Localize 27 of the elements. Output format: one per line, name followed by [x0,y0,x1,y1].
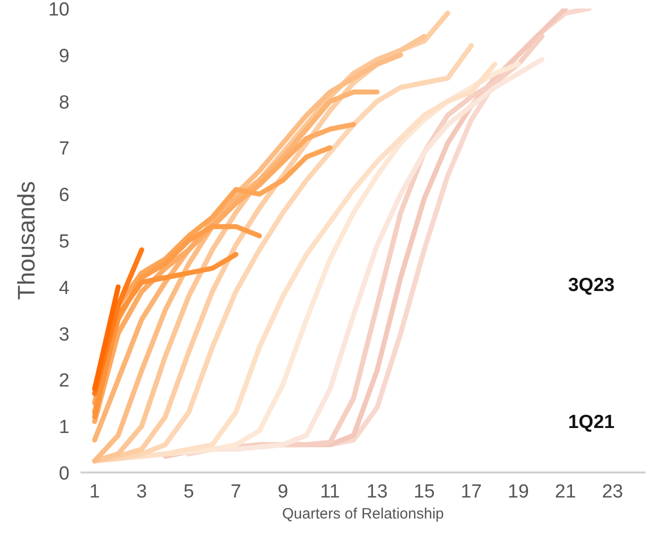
y-tick-label: 3 [58,324,70,346]
x-tick-label: 7 [230,482,242,502]
y-tick-label: 0 [58,464,70,484]
x-tick-label: 19 [508,482,529,502]
x-tick-label: 23 [602,482,624,502]
annotation: 1Q21 [568,412,616,434]
y-tick-label: 7 [58,138,70,160]
y-tick-label: 6 [58,185,70,206]
y-tick-label: 4 [58,278,70,299]
x-tick-label: 11 [320,482,340,502]
y-tick-label: 2 [58,370,70,392]
x-tick-label: 21 [554,482,576,502]
x-tick-label: 3 [136,482,148,502]
x-tick-label: 9 [278,482,288,502]
x-tick-label: 5 [184,482,194,502]
y-tick-label: 9 [58,46,70,67]
x-tick-label: 17 [460,482,482,502]
y-axis-title: Thousands [13,181,40,300]
y-tick-label: 5 [58,232,70,252]
x-tick-label: 13 [366,482,388,502]
y-tick-label: 1 [58,417,70,438]
x-axis-title: Quarters of Relationship [282,506,444,522]
annotation: 3Q23 [568,275,615,296]
x-tick-label: 1 [89,482,100,502]
y-tick-label: 10 [48,0,70,20]
x-tick-label: 15 [414,482,435,502]
y-tick-label: 8 [58,92,70,114]
